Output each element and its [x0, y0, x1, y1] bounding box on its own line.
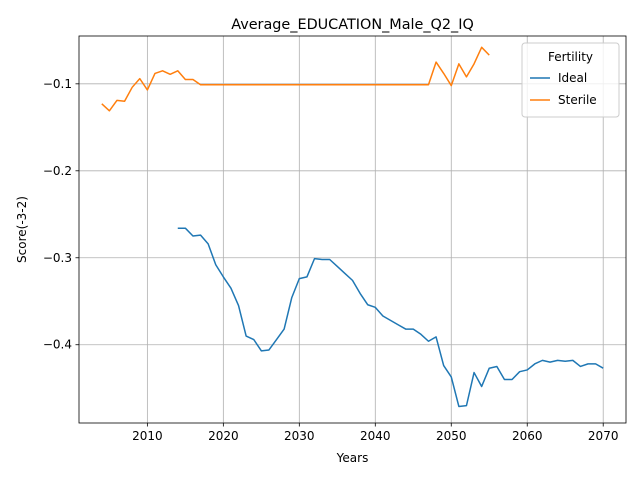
- legend-label-sterile: Sterile: [558, 93, 597, 107]
- x-tick-label: 2030: [284, 429, 315, 443]
- chart-title: Average_EDUCATION_Male_Q2_IQ: [231, 17, 474, 33]
- legend: Fertility Ideal Sterile: [521, 42, 620, 118]
- legend-label-ideal: Ideal: [558, 71, 587, 85]
- axis-ticks: 2010 2020 2030 2040 2050 2060 2070 −0.4 −0.3 −0.2…: [43, 77, 619, 443]
- plot-frame: [78, 35, 627, 424]
- y-tick-label: −0.3: [43, 251, 72, 265]
- legend-box: [521, 42, 620, 118]
- x-tick-label: 2050: [436, 429, 467, 443]
- x-tick-label: 2040: [360, 429, 391, 443]
- x-axis-label: Years: [336, 451, 369, 465]
- y-axis-label: Score(-3-2): [15, 196, 29, 263]
- y-tick-label: −0.1: [43, 77, 72, 91]
- y-tick-label: −0.4: [43, 338, 72, 352]
- y-tick-label: −0.2: [43, 164, 72, 178]
- x-tick-label: 2070: [588, 429, 619, 443]
- x-tick-label: 2060: [512, 429, 543, 443]
- series-line-ideal: [177, 227, 604, 408]
- series-line-sterile: [101, 46, 490, 112]
- legend-items: Ideal Sterile: [530, 71, 597, 107]
- x-tick-label: 2020: [208, 429, 239, 443]
- x-tick-label: 2010: [132, 429, 163, 443]
- legend-title: Fertility: [548, 50, 593, 64]
- series-layer: [101, 46, 604, 408]
